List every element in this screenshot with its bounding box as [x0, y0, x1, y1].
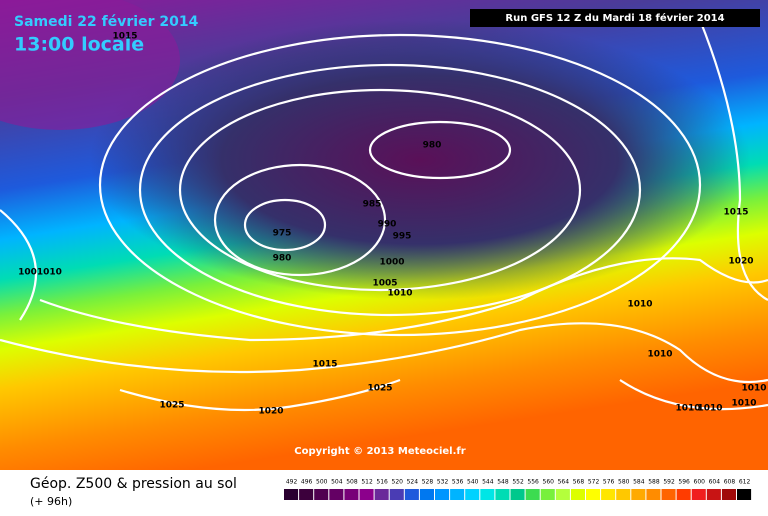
legend-swatch — [706, 489, 721, 500]
legend-swatch — [646, 489, 661, 500]
legend-swatch — [691, 489, 706, 500]
legend-value: 520 — [392, 479, 404, 486]
legend-value: 576 — [603, 479, 615, 486]
legend-swatch — [299, 489, 314, 500]
legend-value: 596 — [678, 479, 690, 486]
isobar-label: 1010 — [697, 404, 722, 414]
legend-value: 504 — [331, 479, 343, 486]
legend-swatch — [404, 489, 419, 500]
isobar-label: 1010 — [731, 399, 756, 409]
legend-swatch — [676, 489, 691, 500]
legend-value: 556 — [527, 479, 539, 486]
legend-value: 528 — [422, 479, 434, 486]
legend-value: 560 — [543, 479, 555, 486]
map-date: Samedi 22 février 2014 — [14, 14, 199, 30]
isobar-label: 1020 — [258, 407, 283, 417]
legend-swatch — [284, 489, 299, 500]
legend-value: 564 — [558, 479, 570, 486]
purple-area — [0, 0, 180, 130]
legend-value: 536 — [452, 479, 464, 486]
isobars — [0, 19, 768, 412]
isobar-label: 980 — [423, 141, 442, 151]
legend-swatch — [359, 489, 374, 500]
isobar-label: 1015 — [112, 32, 137, 42]
isobar-labels: 1015980975980985990995100010051010101510… — [18, 32, 766, 417]
legend-swatch — [661, 489, 676, 500]
legend-value: 516 — [376, 479, 388, 486]
legend-swatch — [389, 489, 404, 500]
isobar-label: 1000 — [379, 258, 404, 268]
legend-value: 500 — [316, 479, 328, 486]
legend-value: 540 — [467, 479, 479, 486]
legend-swatch — [570, 489, 585, 500]
legend-value: 496 — [301, 479, 313, 486]
legend-value: 552 — [512, 479, 524, 486]
legend-value: 612 — [739, 479, 751, 486]
isobar-label: 1010 — [675, 404, 700, 414]
legend-swatch — [480, 489, 495, 500]
legend-value: 492 — [286, 479, 298, 486]
isobar-label: 1010 — [647, 350, 672, 360]
isobar-label: 980 — [273, 254, 292, 264]
legend-value: 592 — [663, 479, 675, 486]
color-legend: 492 496 500 504 508 512 516 520 524 528 532 536 540 5… — [284, 479, 752, 500]
legend-swatch — [737, 489, 752, 500]
isobar-label: 985 — [363, 200, 382, 210]
legend-swatch — [314, 489, 329, 500]
legend-value: 512 — [361, 479, 373, 486]
legend-value: 532 — [437, 479, 449, 486]
isobar-label: 1020 — [728, 257, 753, 267]
legend-swatch — [329, 489, 344, 500]
legend-swatch — [555, 489, 570, 500]
isobar-label: 990 — [378, 220, 397, 230]
isobar-label: 1015 — [723, 208, 748, 218]
footer-title: Géop. Z500 & pression au sol — [30, 476, 237, 492]
legend-swatch — [495, 489, 510, 500]
isobar-label: 1025 — [159, 401, 184, 411]
legend-value: 584 — [633, 479, 645, 486]
legend-value: 568 — [573, 479, 585, 486]
isobar-label: 1010 — [741, 384, 766, 394]
isobar-label: 1001010 — [18, 268, 62, 278]
legend-swatch — [586, 489, 601, 500]
isobar-label: 1010 — [387, 289, 412, 299]
legend-swatch — [450, 489, 465, 500]
isobar-label: 1010 — [627, 300, 652, 310]
isobar-label: 995 — [393, 232, 412, 242]
legend-swatch — [721, 489, 736, 500]
map-time: 13:00 locale — [14, 34, 144, 56]
isobar-label: 1005 — [372, 279, 397, 289]
legend-value: 572 — [588, 479, 600, 486]
legend-swatch — [374, 489, 389, 500]
legend-value: 548 — [497, 479, 509, 486]
legend-swatch — [616, 489, 631, 500]
legend-value: 600 — [694, 479, 706, 486]
legend-swatch — [601, 489, 616, 500]
legend-value: 580 — [618, 479, 630, 486]
low-pressure-area — [90, 20, 750, 300]
legend-swatch — [465, 489, 480, 500]
run-info: Run GFS 12 Z du Mardi 18 février 2014 — [505, 12, 724, 24]
isobar-label: 975 — [273, 229, 292, 239]
legend-swatch — [631, 489, 646, 500]
legend-value: 544 — [482, 479, 494, 486]
legend-value: 604 — [709, 479, 721, 486]
legend-value: 508 — [346, 479, 358, 486]
legend-swatch — [525, 489, 540, 500]
legend-swatch — [510, 489, 525, 500]
legend-value: 608 — [724, 479, 736, 486]
legend-swatch — [540, 489, 555, 500]
legend-swatch — [435, 489, 450, 500]
run-banner — [470, 9, 760, 27]
legend-swatch — [344, 489, 359, 500]
legend-value: 524 — [407, 479, 419, 486]
legend-value: 588 — [648, 479, 660, 486]
copyright: Copyright © 2013 Meteociel.fr — [294, 446, 465, 457]
isobar-label: 1015 — [312, 360, 337, 370]
legend-swatch — [419, 489, 434, 500]
isobar-label: 1025 — [367, 384, 392, 394]
forecast-lead: (+ 96h) — [30, 495, 72, 508]
